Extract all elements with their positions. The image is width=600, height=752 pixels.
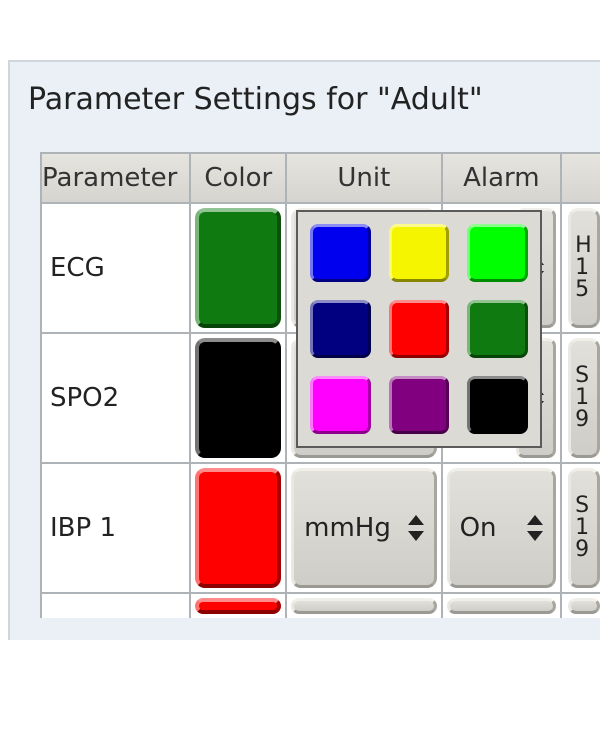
cell-parameter: IBP 1 [42,464,191,594]
more-text: S 1 9 [575,365,589,431]
unit-value: mmHg [304,513,423,543]
column-header-more[interactable] [562,154,600,204]
color-swatch-button[interactable] [195,598,281,614]
cell-parameter: SPO2 [42,334,191,464]
color-swatch-button[interactable] [195,208,281,328]
color-option[interactable] [310,300,371,358]
spinner-icon [408,471,428,585]
cell-parameter [42,594,191,618]
column-header-alarm[interactable]: Alarm [443,154,563,204]
cell-more [562,594,600,618]
column-header-color[interactable]: Color [191,154,287,204]
alarm-selector[interactable]: On [447,468,557,588]
color-option[interactable] [389,300,450,358]
cell-alarm [443,594,563,618]
cell-parameter: ECG [42,204,191,334]
alarm-selector[interactable] [447,598,557,614]
cell-color [191,464,287,594]
color-picker-popup [296,210,542,448]
spinner-icon [527,471,547,585]
more-button[interactable]: H 1 5 [568,208,600,328]
cell-more: S 1 9 [562,334,600,464]
color-swatch-button[interactable] [195,468,281,588]
cell-color [191,334,287,464]
cell-color [191,594,287,618]
more-text: S 1 9 [575,495,589,561]
column-header-unit[interactable]: Unit [287,154,442,204]
color-option[interactable] [467,224,528,282]
table-row: IBP 1 mmHg On [42,464,600,594]
cell-unit: mmHg [287,464,442,594]
unit-selector[interactable] [291,598,436,614]
color-option[interactable] [467,376,528,434]
color-swatch-button[interactable] [195,338,281,458]
color-option[interactable] [467,300,528,358]
cell-unit [287,594,442,618]
table-header-row: Parameter Color Unit Alarm [42,154,600,204]
more-button[interactable]: S 1 9 [568,338,600,458]
more-button[interactable]: S 1 9 [568,468,600,588]
settings-window: Parameter Settings for "Adult" Parameter… [8,60,600,640]
cell-alarm: On [443,464,563,594]
more-button[interactable] [568,598,600,614]
cell-color [191,204,287,334]
color-option[interactable] [389,224,450,282]
more-text: H 1 5 [575,235,592,301]
table-row [42,594,600,618]
color-option[interactable] [310,224,371,282]
window-title: Parameter Settings for "Adult" [10,62,600,141]
color-option[interactable] [389,376,450,434]
color-option[interactable] [310,376,371,434]
column-header-parameter[interactable]: Parameter [42,154,191,204]
cell-more: H 1 5 [562,204,600,334]
unit-selector[interactable]: mmHg [291,468,436,588]
cell-more: S 1 9 [562,464,600,594]
